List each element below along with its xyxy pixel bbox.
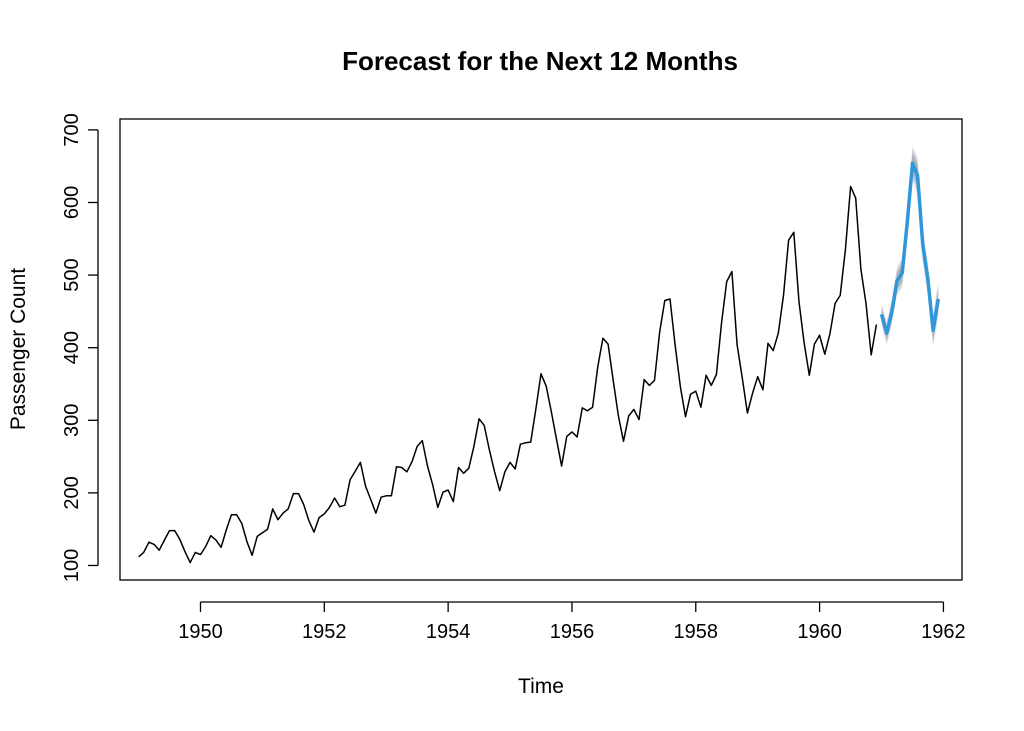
y-tick-label: 700 [61,113,83,146]
series-lines [138,161,941,564]
x-tick-label: 1960 [797,621,842,643]
y-tick-label: 500 [61,258,83,291]
y-tick-label: 100 [61,549,83,582]
y-tick-label: 200 [61,476,83,509]
x-tick-label: 1952 [302,621,347,643]
y-axis: 100 200 300 400 500 600 700 [61,113,99,582]
plot-frame [119,118,963,581]
x-tick-label: 1958 [674,621,719,643]
chart-title: Forecast for the Next 12 Months [342,46,738,76]
x-tick-label: 1950 [178,621,223,643]
x-axis: 1950 1952 1954 1956 1958 1960 1962 [178,601,966,643]
observed-series-line [138,185,878,564]
forecast-series-line [879,161,941,335]
x-tick-label: 1956 [550,621,595,643]
x-tick-label: 1962 [921,621,966,643]
x-tick-label: 1954 [426,621,471,643]
y-tick-label: 600 [61,186,83,219]
y-axis-label: Passenger Count [7,268,30,430]
x-axis-label: Time [518,675,564,698]
y-tick-label: 300 [61,404,83,437]
y-tick-label: 400 [61,331,83,364]
